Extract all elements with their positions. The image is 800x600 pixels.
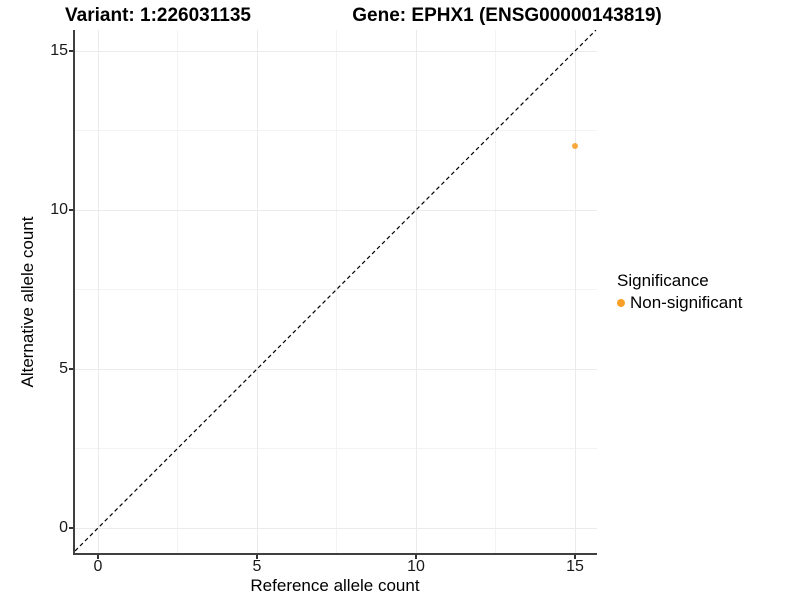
x-tick-label: 10 xyxy=(407,558,425,575)
gridline-minor-horizontal xyxy=(75,448,597,449)
gridline-major-horizontal xyxy=(75,209,597,211)
x-tick-mark xyxy=(97,555,99,559)
y-tick-label: 5 xyxy=(59,360,68,377)
gridline-minor-vertical xyxy=(336,30,337,553)
y-tick-mark xyxy=(69,527,73,529)
y-tick-mark xyxy=(69,368,73,370)
gridline-major-vertical xyxy=(256,30,258,553)
x-tick-label: 5 xyxy=(252,558,262,575)
legend-item-label: Non-significant xyxy=(630,293,743,312)
gridline-major-vertical xyxy=(97,30,99,553)
y-tick-mark xyxy=(69,209,73,211)
gridline-minor-vertical xyxy=(177,30,178,553)
y-tick-label: 15 xyxy=(50,42,68,59)
gridline-major-horizontal xyxy=(75,50,597,52)
gridline-major-vertical xyxy=(574,30,576,553)
gridline-minor-horizontal xyxy=(75,289,597,290)
x-tick-mark xyxy=(574,555,576,559)
x-tick-mark xyxy=(256,555,258,559)
x-tick-label: 15 xyxy=(566,558,584,575)
legend-point-icon xyxy=(617,298,625,307)
legend-item: Non-significant xyxy=(617,293,742,312)
plot-title-variant: Variant: 1:226031135 xyxy=(65,5,251,26)
data-point xyxy=(572,143,578,150)
plot-title-gene: Gene: EPHX1 (ENSG00000143819) xyxy=(352,5,662,26)
y-tick-label: 10 xyxy=(50,201,68,218)
x-tick-mark xyxy=(415,555,417,559)
gridline-major-horizontal xyxy=(75,368,597,370)
gridline-major-vertical xyxy=(415,30,417,553)
legend: Significance Non-significant xyxy=(617,271,742,312)
gridline-minor-horizontal xyxy=(75,130,597,131)
legend-title: Significance xyxy=(617,271,709,290)
x-tick-label: 0 xyxy=(93,558,103,575)
gridline-minor-vertical xyxy=(495,30,496,553)
gridline-major-horizontal xyxy=(75,527,597,529)
y-tick-mark xyxy=(69,50,73,52)
plot-panel xyxy=(73,30,597,555)
y-tick-label: 0 xyxy=(59,519,68,536)
x-axis-title: Reference allele count xyxy=(250,576,420,595)
